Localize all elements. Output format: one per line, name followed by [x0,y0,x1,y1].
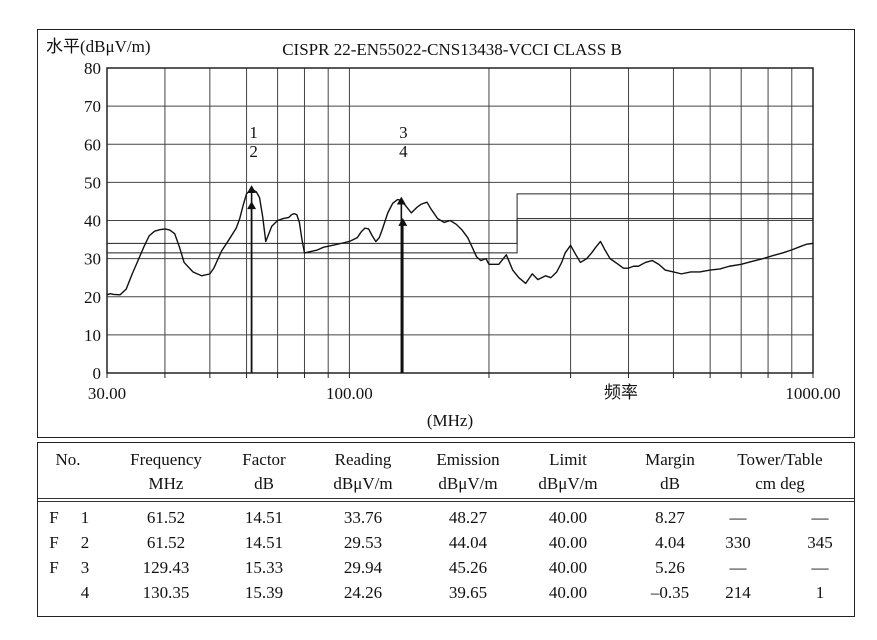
cell-frequency: 130.35 [142,583,190,602]
y-axis-label: 水平(dBμV/m) [46,37,151,56]
column-header: dBμV/m [538,474,598,493]
x-axis-label: 频率 [604,383,638,402]
column-header: dB [254,474,274,493]
results-table: No. Frequency MHz Factor dB Reading dBμV/m Emis… [37,442,855,617]
emission-chart: 0 10 20 30 40 50 60 70 80 30.00 100.00 1000.00 12 34 C… [46,37,841,430]
marker-point [247,201,256,210]
y-tick-label: 30 [84,250,101,269]
column-header: Factor [242,450,286,469]
cell-limit: 40.00 [548,533,588,552]
marker-point [247,185,256,194]
limit-line [107,218,813,254]
row-number: 2 [80,533,90,552]
column-header: Limit [549,450,587,469]
cell-margin: –0.35 [650,583,690,602]
chart-title: CISPR 22-EN55022-CNS13438-VCCI CLASS B [282,40,622,59]
cell-emission: 39.65 [448,583,488,602]
cell-limit: 40.00 [548,508,588,527]
column-header: Reading [334,450,392,469]
cell-emission: 48.27 [448,508,488,527]
y-tick-label: 40 [84,212,101,231]
row-number: 3 [80,558,90,577]
cell-factor: 14.51 [244,508,284,527]
marker-label: 3 [399,123,408,142]
cell-table: 345 [807,533,833,552]
cell-margin: 5.26 [655,558,685,577]
column-header: dBμV/m [438,474,498,493]
row-flag: F [49,558,59,577]
cell-frequency: 61.52 [146,508,186,527]
marker-label: 1 [249,123,258,142]
y-tick-label: 20 [84,288,101,307]
marker-point [396,196,406,205]
cell-emission: 44.04 [448,533,488,552]
cell-factor: 15.39 [244,583,284,602]
y-tick-label: 60 [84,135,101,154]
cell-frequency: 61.52 [146,533,186,552]
row-number: 4 [80,583,90,602]
column-header: dB [660,474,680,493]
column-header: Frequency [130,450,202,469]
column-header: No. [55,450,81,469]
cell-reading: 24.26 [343,583,383,602]
plot-area [106,67,814,374]
x-tick-label: 30.00 [88,384,126,403]
series-line [106,188,814,296]
y-tick-label: 50 [84,173,101,192]
cell-tower: 330 [725,533,751,552]
column-header: MHz [148,474,184,493]
header-divider [38,498,854,499]
cell-table: — [811,558,829,577]
row-number: 1 [80,508,90,527]
cell-table: 1 [815,583,825,602]
cell-margin: 8.27 [655,508,685,527]
marker-label: 2 [249,142,258,161]
cell-frequency: 129.43 [142,558,190,577]
column-header: Margin [645,450,695,469]
row-flag: F [49,508,59,527]
x-tick-label: 100.00 [326,384,373,403]
column-header: dBμV/m [333,474,393,493]
column-header: Tower/Table [737,450,823,469]
y-tick-label: 10 [84,326,101,345]
cell-tower: — [729,508,747,527]
cell-emission: 45.26 [448,558,488,577]
column-header: Emission [436,450,500,469]
y-tick-label: 0 [93,364,102,383]
column-header: cm deg [755,474,805,493]
y-tick-label: 70 [84,97,101,116]
cell-margin: 4.04 [655,533,685,552]
cell-reading: 29.53 [343,533,383,552]
cell-table: — [811,508,829,527]
row-flag: F [49,533,59,552]
cell-reading: 33.76 [343,508,383,527]
x-tick-label: 1000.00 [785,384,840,403]
y-tick-label: 80 [84,59,101,78]
cell-factor: 15.33 [244,558,284,577]
x-axis-unit: (MHz) [427,411,473,430]
cell-reading: 29.94 [343,558,383,577]
marker-label: 4 [399,142,408,161]
cell-tower: 214 [725,583,751,602]
cell-limit: 40.00 [548,583,588,602]
chart-panel: 0 10 20 30 40 50 60 70 80 30.00 100.00 1000.00 1 2 3 4 C… [37,29,855,438]
cell-limit: 40.00 [548,558,588,577]
cell-tower: — [729,558,747,577]
cell-factor: 14.51 [244,533,284,552]
marker-point [398,218,408,227]
header-divider [38,501,854,502]
